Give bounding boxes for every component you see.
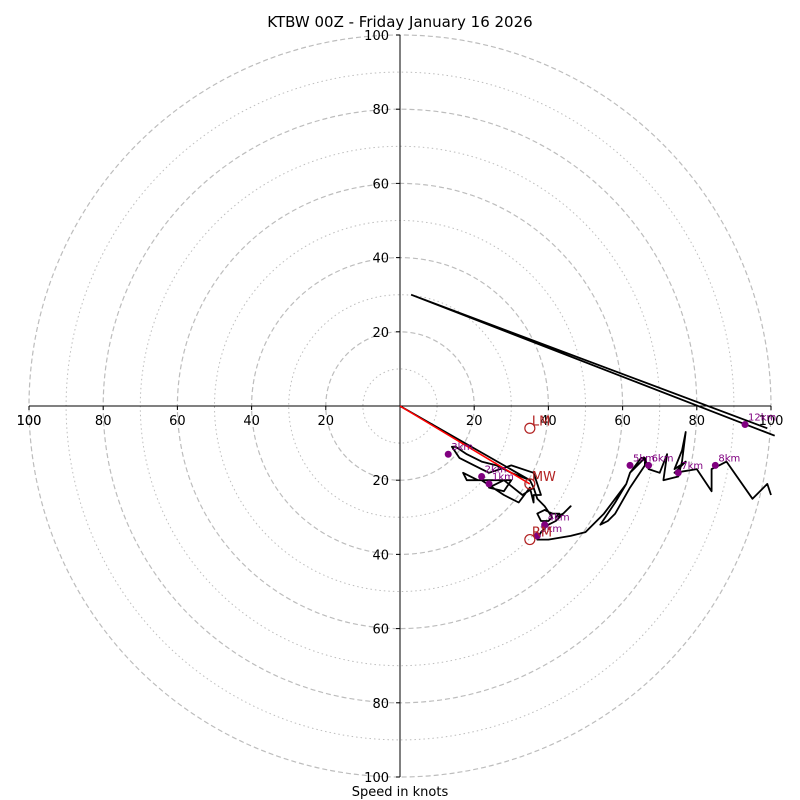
upper-level-line [410, 293, 776, 437]
x-tick-label: 20 [466, 414, 483, 429]
height-marker-point [444, 450, 452, 458]
y-tick-label: 80 [372, 103, 389, 118]
height-marker-label: 2km [485, 464, 507, 475]
height-marker-label: 5km [540, 524, 562, 535]
y-tick-label: 60 [372, 623, 389, 638]
storm-motion-marker [524, 533, 536, 546]
height-marker-point [674, 469, 682, 477]
x-tick-label: 100 [17, 414, 42, 429]
storm-motion-label: LM [532, 414, 550, 429]
y-tick-label: 80 [372, 697, 389, 712]
y-tick-label: 20 [372, 474, 389, 489]
hodograph-line [399, 405, 772, 541]
height-marker-point [626, 461, 634, 469]
shear-vector [399, 405, 531, 485]
x-tick-label: 60 [169, 414, 186, 429]
height-marker-point [485, 480, 493, 488]
y-tick-label: 100 [364, 29, 389, 44]
x-tick-label: 20 [318, 414, 335, 429]
storm-motion-marker [524, 478, 536, 490]
height-marker-label: 6km [652, 453, 674, 464]
height-marker-point [741, 421, 749, 429]
height-marker-label: 3km [451, 442, 473, 453]
height-marker-label: 8km [718, 453, 740, 464]
y-tick-label: 20 [372, 326, 389, 341]
storm-motion-label: MW [532, 470, 556, 485]
x-tick-label: 40 [540, 414, 557, 429]
y-tick-label: 60 [372, 177, 389, 192]
x-tick-label: 100 [17, 414, 42, 429]
hodograph-traces [399, 293, 776, 541]
height-marker-point [533, 532, 541, 540]
y-tick-label: 40 [372, 548, 389, 563]
storm-motions: LM MW RM [524, 414, 556, 546]
x-axis-label: Speed in knots [352, 785, 449, 800]
storm-motion-label: RM [532, 526, 552, 541]
x-tick-label: 60 [614, 414, 631, 429]
tick-labels: 20 20 20 20 40 40 40 40 60 60 60 60 80 80 80 80 100 100 10… [17, 29, 784, 786]
x-tick-label: 40 [243, 414, 260, 429]
x-tick-label: 80 [95, 414, 112, 429]
height-marker-point [711, 461, 719, 469]
x-tick-label: 80 [689, 414, 706, 429]
height-marker-label: 5km [633, 453, 655, 464]
height-marker-label: 12km [748, 413, 776, 424]
storm-motion-marker [524, 422, 536, 434]
height-marker-point [478, 472, 486, 480]
y-tick-label: 100 [364, 771, 389, 786]
height-marker-label: 4km [548, 513, 570, 524]
chart-title: KTBW 00Z - Friday January 16 2026 [267, 13, 532, 31]
height-marker-point [541, 521, 549, 529]
height-marker-label: 7km [681, 461, 703, 472]
height-marker-label: 1km [492, 472, 514, 483]
y-tick-label: 40 [372, 252, 389, 267]
x-tick-label: 100 [759, 414, 784, 429]
height-marker-point [645, 461, 653, 469]
